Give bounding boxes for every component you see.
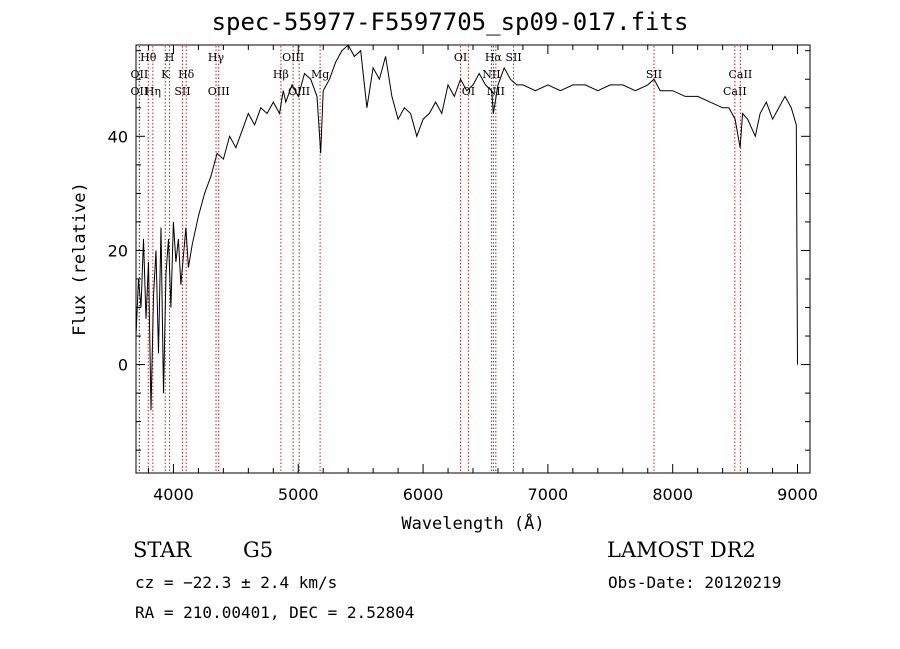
x-tick-label: 5000	[278, 485, 319, 504]
line-marker-label: H	[165, 51, 175, 64]
line-marker-label: Hβ	[273, 68, 289, 81]
x-tick-label: 4000	[153, 485, 194, 504]
line-marker-label: Hη	[145, 85, 161, 98]
axis-tick-labels: 4000 5000 6000 7000 8000 9000 0 20 40	[108, 127, 818, 504]
x-axis-label: Wavelength (Å)	[401, 512, 544, 534]
line-marker-label: NII	[482, 68, 500, 81]
line-marker-label: OI	[462, 85, 475, 98]
line-marker-label: Hδ	[178, 68, 195, 81]
line-marker-label: CaII	[729, 68, 753, 81]
line-marker-label: SII	[646, 68, 662, 81]
axis-ticks	[136, 45, 810, 473]
y-tick-label: 0	[118, 356, 128, 375]
chart-title: spec-55977-F5597705_sp09-017.fits	[211, 8, 689, 36]
x-tick-label: 7000	[528, 485, 569, 504]
coordinates: RA = 210.00401, DEC = 2.52804	[135, 603, 415, 622]
y-tick-label: 20	[108, 241, 128, 260]
line-marker-label: K	[161, 68, 170, 81]
line-marker-label: CaII	[723, 85, 747, 98]
line-marker-label: Hθ	[140, 51, 157, 64]
line-marker-label: NII	[487, 85, 505, 98]
object-subclass: G5	[243, 538, 274, 562]
y-tick-label: 40	[108, 127, 128, 146]
line-marker-label: Hγ	[208, 51, 225, 64]
x-tick-label: 9000	[777, 485, 818, 504]
line-marker-label: OIII	[208, 85, 230, 98]
line-marker-label: SII	[174, 85, 190, 98]
line-marker-label: OII	[131, 85, 149, 98]
spectrum-line	[135, 44, 798, 411]
plot-frame	[135, 44, 811, 474]
x-tick-label: 6000	[403, 485, 444, 504]
x-tick-label: 8000	[652, 485, 693, 504]
object-class: STAR	[133, 538, 192, 562]
observation-date: Obs-Date: 20120219	[608, 573, 782, 592]
y-axis-label: Flux (relative)	[70, 182, 90, 336]
line-marker-label: OI	[454, 51, 467, 64]
line-marker-label: OIII	[282, 51, 304, 64]
line-marker-label: Hα	[485, 51, 503, 64]
redshift-velocity: cz = −22.3 ± 2.4 km/s	[135, 573, 338, 592]
survey-name: LAMOST DR2	[607, 538, 756, 562]
line-marker-label: SII	[505, 51, 521, 64]
line-marker-label: Mg	[311, 68, 329, 81]
